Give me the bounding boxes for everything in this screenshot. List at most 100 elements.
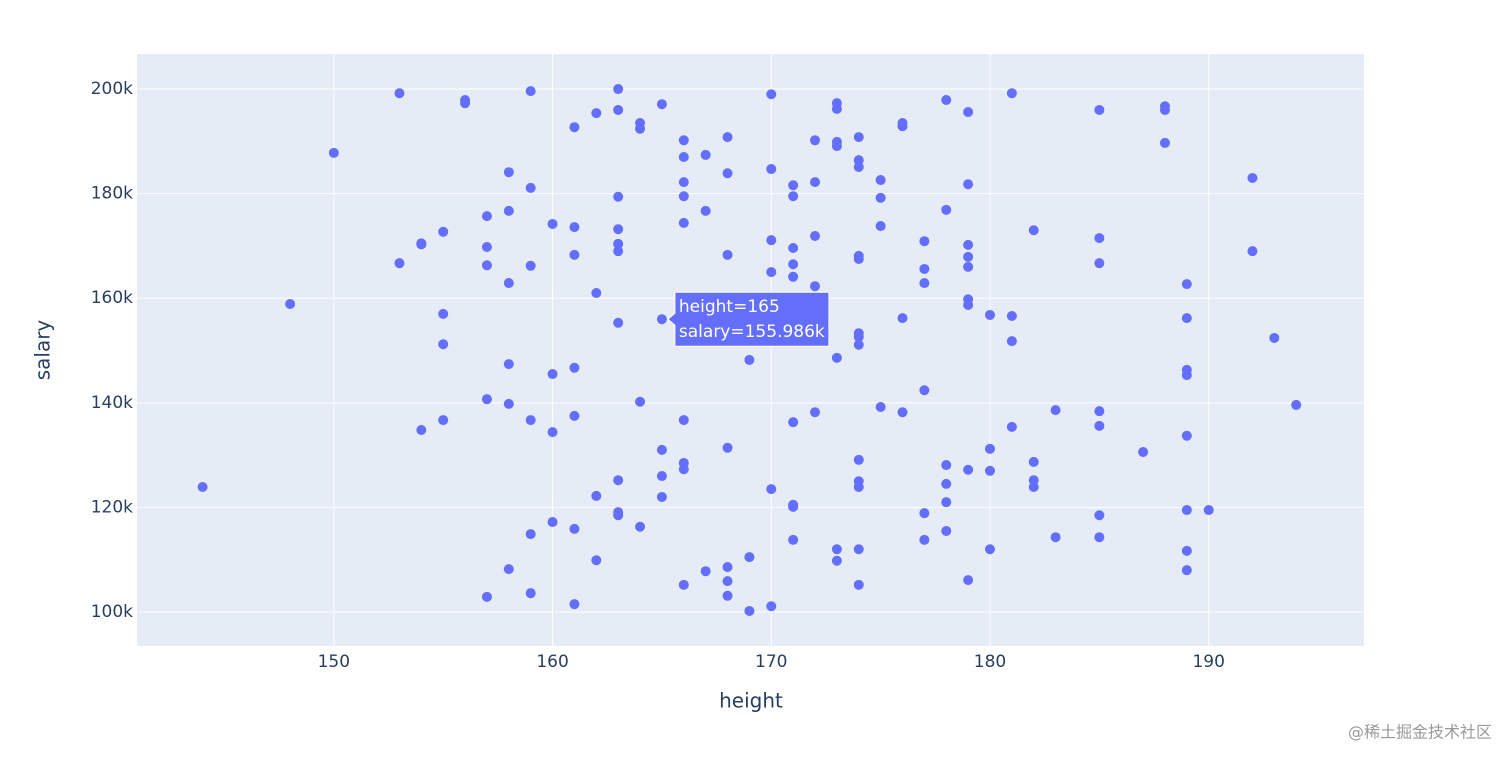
point bbox=[328, 147, 339, 158]
point bbox=[591, 108, 602, 119]
point bbox=[547, 218, 558, 229]
point bbox=[941, 478, 952, 489]
tooltip-text: height=165 bbox=[679, 297, 780, 317]
point bbox=[984, 544, 995, 555]
point bbox=[788, 501, 799, 512]
point bbox=[481, 394, 492, 405]
point bbox=[438, 308, 449, 319]
point bbox=[831, 555, 842, 566]
point bbox=[1094, 532, 1105, 543]
point bbox=[853, 254, 864, 265]
point bbox=[722, 576, 733, 587]
point bbox=[766, 89, 777, 100]
x-tick-label: 150 bbox=[318, 652, 350, 672]
point bbox=[656, 314, 667, 325]
point bbox=[1181, 565, 1192, 576]
point bbox=[744, 354, 755, 365]
point bbox=[766, 267, 777, 278]
point bbox=[678, 415, 689, 426]
point bbox=[569, 222, 580, 233]
point bbox=[788, 417, 799, 428]
point bbox=[810, 281, 821, 292]
point bbox=[875, 221, 886, 232]
point bbox=[656, 471, 667, 482]
point bbox=[613, 510, 624, 521]
point bbox=[613, 104, 624, 115]
point bbox=[897, 121, 908, 132]
point bbox=[1050, 405, 1061, 416]
point bbox=[941, 95, 952, 106]
point bbox=[1181, 313, 1192, 324]
y-tick-label: 180k bbox=[91, 184, 133, 204]
plot-area bbox=[137, 54, 1364, 646]
point bbox=[525, 415, 536, 426]
point bbox=[853, 339, 864, 350]
point bbox=[984, 309, 995, 320]
x-axis-title: height bbox=[719, 689, 783, 713]
point bbox=[1181, 279, 1192, 290]
y-tick-label: 140k bbox=[91, 393, 133, 413]
point bbox=[963, 179, 974, 190]
point bbox=[1094, 233, 1105, 244]
point bbox=[766, 235, 777, 246]
point bbox=[788, 180, 799, 191]
point bbox=[853, 544, 864, 555]
point bbox=[1247, 246, 1258, 257]
point bbox=[481, 211, 492, 222]
point bbox=[722, 168, 733, 179]
point bbox=[722, 562, 733, 573]
point bbox=[919, 236, 930, 247]
point bbox=[613, 317, 624, 328]
point bbox=[503, 205, 514, 216]
point bbox=[1006, 311, 1017, 322]
point bbox=[963, 107, 974, 118]
point bbox=[438, 415, 449, 426]
point bbox=[613, 224, 624, 235]
point bbox=[613, 191, 624, 202]
point bbox=[613, 84, 624, 95]
point bbox=[460, 98, 471, 109]
point bbox=[678, 152, 689, 163]
point bbox=[525, 529, 536, 540]
point bbox=[853, 579, 864, 590]
point bbox=[613, 246, 624, 257]
point bbox=[766, 601, 777, 612]
point bbox=[853, 132, 864, 143]
point bbox=[1028, 456, 1039, 467]
x-tick-label: 190 bbox=[1192, 652, 1224, 672]
point bbox=[503, 278, 514, 289]
point bbox=[1291, 399, 1302, 410]
point bbox=[963, 464, 974, 475]
point bbox=[678, 464, 689, 475]
point bbox=[788, 271, 799, 282]
point bbox=[919, 263, 930, 274]
point bbox=[1028, 225, 1039, 236]
point bbox=[788, 534, 799, 545]
point bbox=[1203, 505, 1214, 516]
point bbox=[810, 407, 821, 418]
point bbox=[656, 99, 667, 110]
point bbox=[875, 192, 886, 203]
point bbox=[700, 566, 711, 577]
point bbox=[1094, 406, 1105, 417]
point bbox=[831, 544, 842, 555]
tooltip-box bbox=[667, 291, 830, 347]
point bbox=[963, 575, 974, 586]
point bbox=[525, 182, 536, 193]
point bbox=[897, 407, 908, 418]
point bbox=[438, 339, 449, 350]
point bbox=[285, 298, 296, 309]
point bbox=[1028, 482, 1039, 493]
point bbox=[394, 88, 405, 99]
point bbox=[613, 475, 624, 486]
point bbox=[963, 251, 974, 262]
point bbox=[678, 135, 689, 146]
point bbox=[503, 564, 514, 575]
point bbox=[963, 239, 974, 250]
point bbox=[810, 135, 821, 146]
point bbox=[831, 352, 842, 363]
point bbox=[591, 555, 602, 566]
point bbox=[525, 260, 536, 271]
point bbox=[941, 460, 952, 471]
